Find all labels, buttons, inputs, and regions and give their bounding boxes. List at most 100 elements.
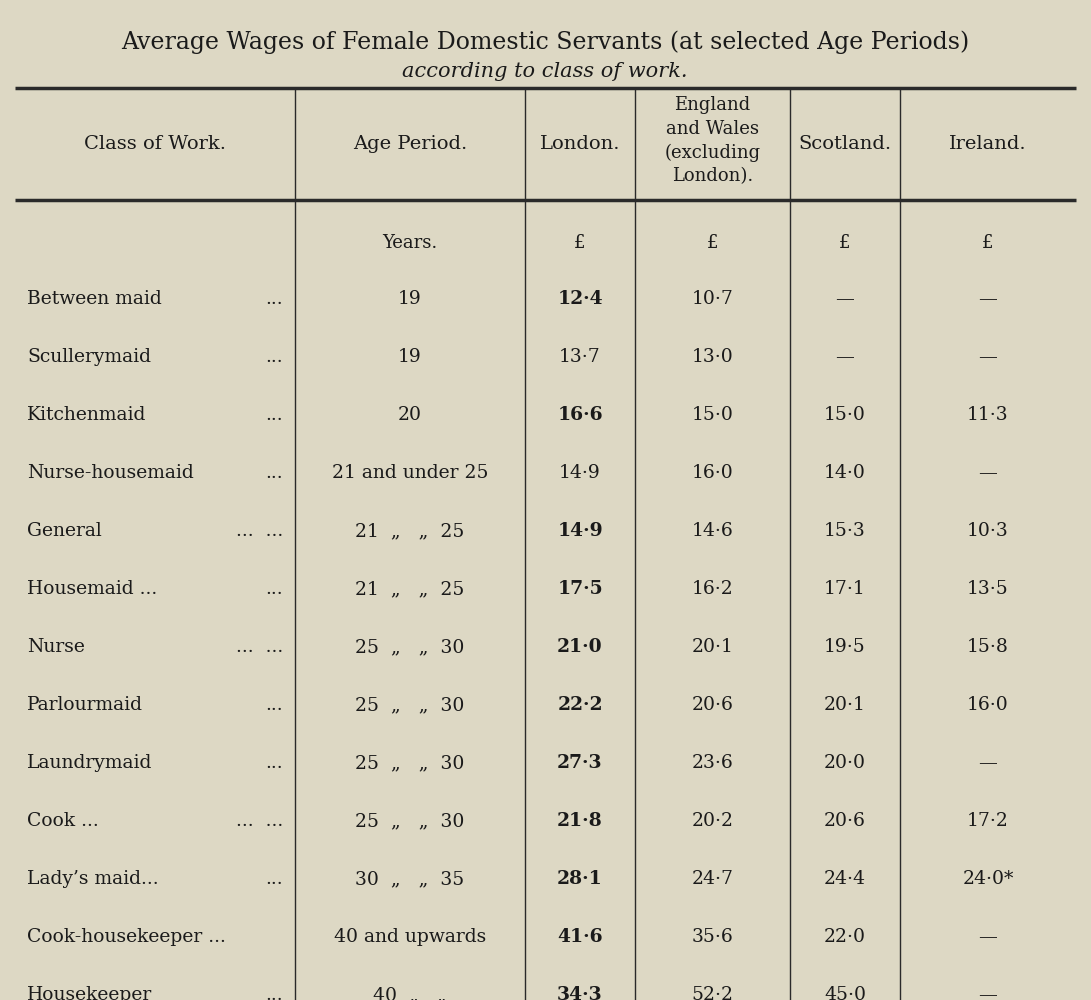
Text: ...: ... xyxy=(265,348,283,366)
Text: 40 and upwards: 40 and upwards xyxy=(334,928,487,946)
Text: 20·6: 20·6 xyxy=(824,812,866,830)
Text: 16·0: 16·0 xyxy=(967,696,1009,714)
Text: Laundrymaid: Laundrymaid xyxy=(27,754,153,772)
Text: Kitchenmaid: Kitchenmaid xyxy=(27,406,146,424)
Text: ...: ... xyxy=(265,580,283,598)
Text: 10·7: 10·7 xyxy=(692,290,733,308)
Text: 20·1: 20·1 xyxy=(692,638,733,656)
Text: 45·0: 45·0 xyxy=(824,986,866,1000)
Text: 13·7: 13·7 xyxy=(559,348,601,366)
Text: 22·2: 22·2 xyxy=(558,696,602,714)
Text: 12·4: 12·4 xyxy=(558,290,603,308)
Text: —: — xyxy=(979,928,997,946)
Text: Average Wages of Female Domestic Servants (at selected Age Periods): Average Wages of Female Domestic Servant… xyxy=(121,30,969,54)
Text: 27·3: 27·3 xyxy=(558,754,603,772)
Text: 41·6: 41·6 xyxy=(558,928,603,946)
Text: according to class of work.: according to class of work. xyxy=(403,62,687,81)
Text: Nurse: Nurse xyxy=(27,638,85,656)
Text: 28·1: 28·1 xyxy=(558,870,603,888)
Text: 16·6: 16·6 xyxy=(558,406,603,424)
Text: Housemaid ...: Housemaid ... xyxy=(27,580,157,598)
Text: 40  „   „: 40 „ „ xyxy=(373,986,446,1000)
Text: 25  „   „  30: 25 „ „ 30 xyxy=(356,754,465,772)
Text: 17·2: 17·2 xyxy=(967,812,1009,830)
Text: 19: 19 xyxy=(398,348,422,366)
Text: —: — xyxy=(836,290,854,308)
Text: 20: 20 xyxy=(398,406,422,424)
Text: ...  ...: ... ... xyxy=(236,638,283,656)
Text: 11·3: 11·3 xyxy=(968,406,1009,424)
Text: 14·9: 14·9 xyxy=(558,522,603,540)
Text: ...  ...: ... ... xyxy=(236,522,283,540)
Text: General: General xyxy=(27,522,101,540)
Text: Scotland.: Scotland. xyxy=(799,135,891,153)
Text: 20·0: 20·0 xyxy=(824,754,866,772)
Text: 25  „   „  30: 25 „ „ 30 xyxy=(356,812,465,830)
Text: 20·1: 20·1 xyxy=(824,696,866,714)
Text: ...: ... xyxy=(265,986,283,1000)
Text: 13·5: 13·5 xyxy=(967,580,1009,598)
Text: 23·6: 23·6 xyxy=(692,754,733,772)
Text: 14·0: 14·0 xyxy=(824,464,866,482)
Text: 21 and under 25: 21 and under 25 xyxy=(332,464,489,482)
Text: 19: 19 xyxy=(398,290,422,308)
Text: ...: ... xyxy=(265,754,283,772)
Text: 10·3: 10·3 xyxy=(967,522,1009,540)
Text: —: — xyxy=(979,986,997,1000)
Text: London.: London. xyxy=(540,135,621,153)
Text: 35·6: 35·6 xyxy=(692,928,733,946)
Text: 15·0: 15·0 xyxy=(692,406,733,424)
Text: £: £ xyxy=(574,234,586,252)
Text: 34·3: 34·3 xyxy=(558,986,603,1000)
Text: 14·9: 14·9 xyxy=(559,464,601,482)
Text: Class of Work.: Class of Work. xyxy=(84,135,226,153)
Text: Age Period.: Age Period. xyxy=(352,135,467,153)
Text: Cook-housekeeper ...: Cook-housekeeper ... xyxy=(27,928,226,946)
Text: Cook ...: Cook ... xyxy=(27,812,99,830)
Text: ...  ...: ... ... xyxy=(236,812,283,830)
Text: Between maid: Between maid xyxy=(27,290,161,308)
Text: 21·0: 21·0 xyxy=(558,638,603,656)
Text: Parlourmaid: Parlourmaid xyxy=(27,696,143,714)
Text: England
and Wales
(excluding
London).: England and Wales (excluding London). xyxy=(664,96,760,185)
Text: 21  „   „  25: 21 „ „ 25 xyxy=(356,580,465,598)
Text: 22·0: 22·0 xyxy=(824,928,866,946)
Text: 25  „   „  30: 25 „ „ 30 xyxy=(356,696,465,714)
Text: 15·0: 15·0 xyxy=(824,406,866,424)
Text: 16·0: 16·0 xyxy=(692,464,733,482)
Text: 21·8: 21·8 xyxy=(558,812,603,830)
Text: 17·1: 17·1 xyxy=(824,580,866,598)
Text: Housekeeper: Housekeeper xyxy=(27,986,153,1000)
Text: £: £ xyxy=(982,234,994,252)
Text: 20·6: 20·6 xyxy=(692,696,733,714)
Text: 24·4: 24·4 xyxy=(824,870,866,888)
Text: ...: ... xyxy=(265,870,283,888)
Text: 15·8: 15·8 xyxy=(967,638,1009,656)
Text: Nurse-housemaid: Nurse-housemaid xyxy=(27,464,194,482)
Text: —: — xyxy=(979,348,997,366)
Text: —: — xyxy=(979,290,997,308)
Text: 25  „   „  30: 25 „ „ 30 xyxy=(356,638,465,656)
Text: 13·0: 13·0 xyxy=(692,348,733,366)
Text: Scullerymaid: Scullerymaid xyxy=(27,348,151,366)
Text: 20·2: 20·2 xyxy=(692,812,733,830)
Text: 14·6: 14·6 xyxy=(692,522,733,540)
Text: ...: ... xyxy=(265,696,283,714)
Text: ...: ... xyxy=(265,406,283,424)
Text: 17·5: 17·5 xyxy=(558,580,603,598)
Text: 24·7: 24·7 xyxy=(692,870,733,888)
Text: ...: ... xyxy=(265,464,283,482)
Text: Lady’s maid...: Lady’s maid... xyxy=(27,870,158,888)
Text: 21  „   „  25: 21 „ „ 25 xyxy=(356,522,465,540)
Text: £: £ xyxy=(707,234,718,252)
Text: 52·2: 52·2 xyxy=(692,986,733,1000)
Text: —: — xyxy=(836,348,854,366)
Text: 30  „   „  35: 30 „ „ 35 xyxy=(356,870,465,888)
Text: —: — xyxy=(979,464,997,482)
Text: £: £ xyxy=(839,234,851,252)
Text: 24·0*: 24·0* xyxy=(962,870,1014,888)
Text: 15·3: 15·3 xyxy=(824,522,866,540)
Text: 16·2: 16·2 xyxy=(692,580,733,598)
Text: 19·5: 19·5 xyxy=(824,638,866,656)
Text: Ireland.: Ireland. xyxy=(949,135,1027,153)
